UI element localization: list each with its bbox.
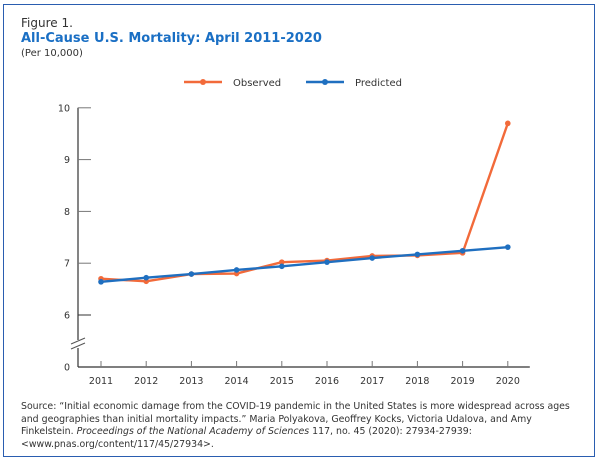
source-journal: Proceedings of the National Academy of S…: [76, 426, 310, 438]
y-tick-label: 6: [64, 311, 70, 322]
predicted-point: [459, 247, 466, 254]
observed-line: [100, 122, 509, 283]
series-predicted: [98, 244, 511, 285]
x-tick-label: 2016: [315, 376, 339, 387]
legend-marker-observed: [200, 79, 206, 85]
predicted-point: [505, 244, 511, 250]
axes: 0 6 7 8 9 10 2011 2012 2013 2014 2015 2016 2017 2018 2…: [58, 103, 530, 387]
x-tick-label: 2012: [134, 376, 158, 387]
x-tick-label: 2014: [225, 376, 249, 387]
figure-frame: [3, 4, 595, 457]
legend-item-observed: Observed: [184, 78, 281, 89]
series-group: [98, 120, 511, 285]
x-tick-label: 2011: [89, 376, 113, 387]
legend-label-observed: Observed: [233, 78, 281, 89]
y-tick-label: 9: [64, 155, 70, 166]
x-tick-label: 2019: [451, 376, 475, 387]
chart-title: All-Cause U.S. Mortality: April 2011-202…: [21, 31, 322, 46]
axis-break: [70, 337, 86, 350]
predicted-point: [143, 274, 149, 281]
observed-point: [505, 120, 511, 127]
y-tick-label: 0: [64, 363, 70, 374]
predicted-line: [100, 245, 508, 284]
x-tick-label: 2015: [270, 376, 294, 387]
x-tick-label: 2013: [179, 376, 203, 387]
y-tick-label: 8: [64, 207, 70, 218]
legend-marker-predicted: [322, 79, 328, 85]
y-tick-label: 7: [64, 259, 70, 270]
x-tick-label: 2020: [496, 376, 520, 387]
predicted-point: [98, 279, 104, 285]
x-tick-label: 2018: [405, 376, 429, 387]
predicted-point: [279, 263, 285, 270]
source-citation: 117, no. 45 (2020): 27934-27939: <www.pn…: [21, 426, 472, 450]
y-tick-label: 10: [58, 103, 70, 114]
legend: Observed Predicted: [184, 78, 402, 89]
series-observed: [98, 120, 511, 285]
predicted-point: [188, 271, 195, 277]
predicted-point: [414, 251, 421, 258]
legend-item-predicted: Predicted: [306, 78, 402, 89]
legend-label-predicted: Predicted: [355, 78, 402, 89]
source-text: Source: “Initial economic damage from th…: [21, 401, 570, 438]
source-note: Source: “Initial economic damage from th…: [21, 401, 581, 451]
predicted-point: [324, 259, 330, 265]
chart-subtitle: (Per 10,000): [21, 48, 83, 59]
observed-point: [279, 259, 285, 265]
predicted-point: [369, 255, 376, 261]
figure-label: Figure 1.: [21, 16, 73, 30]
predicted-point: [233, 267, 240, 273]
x-tick-label: 2017: [360, 376, 384, 387]
